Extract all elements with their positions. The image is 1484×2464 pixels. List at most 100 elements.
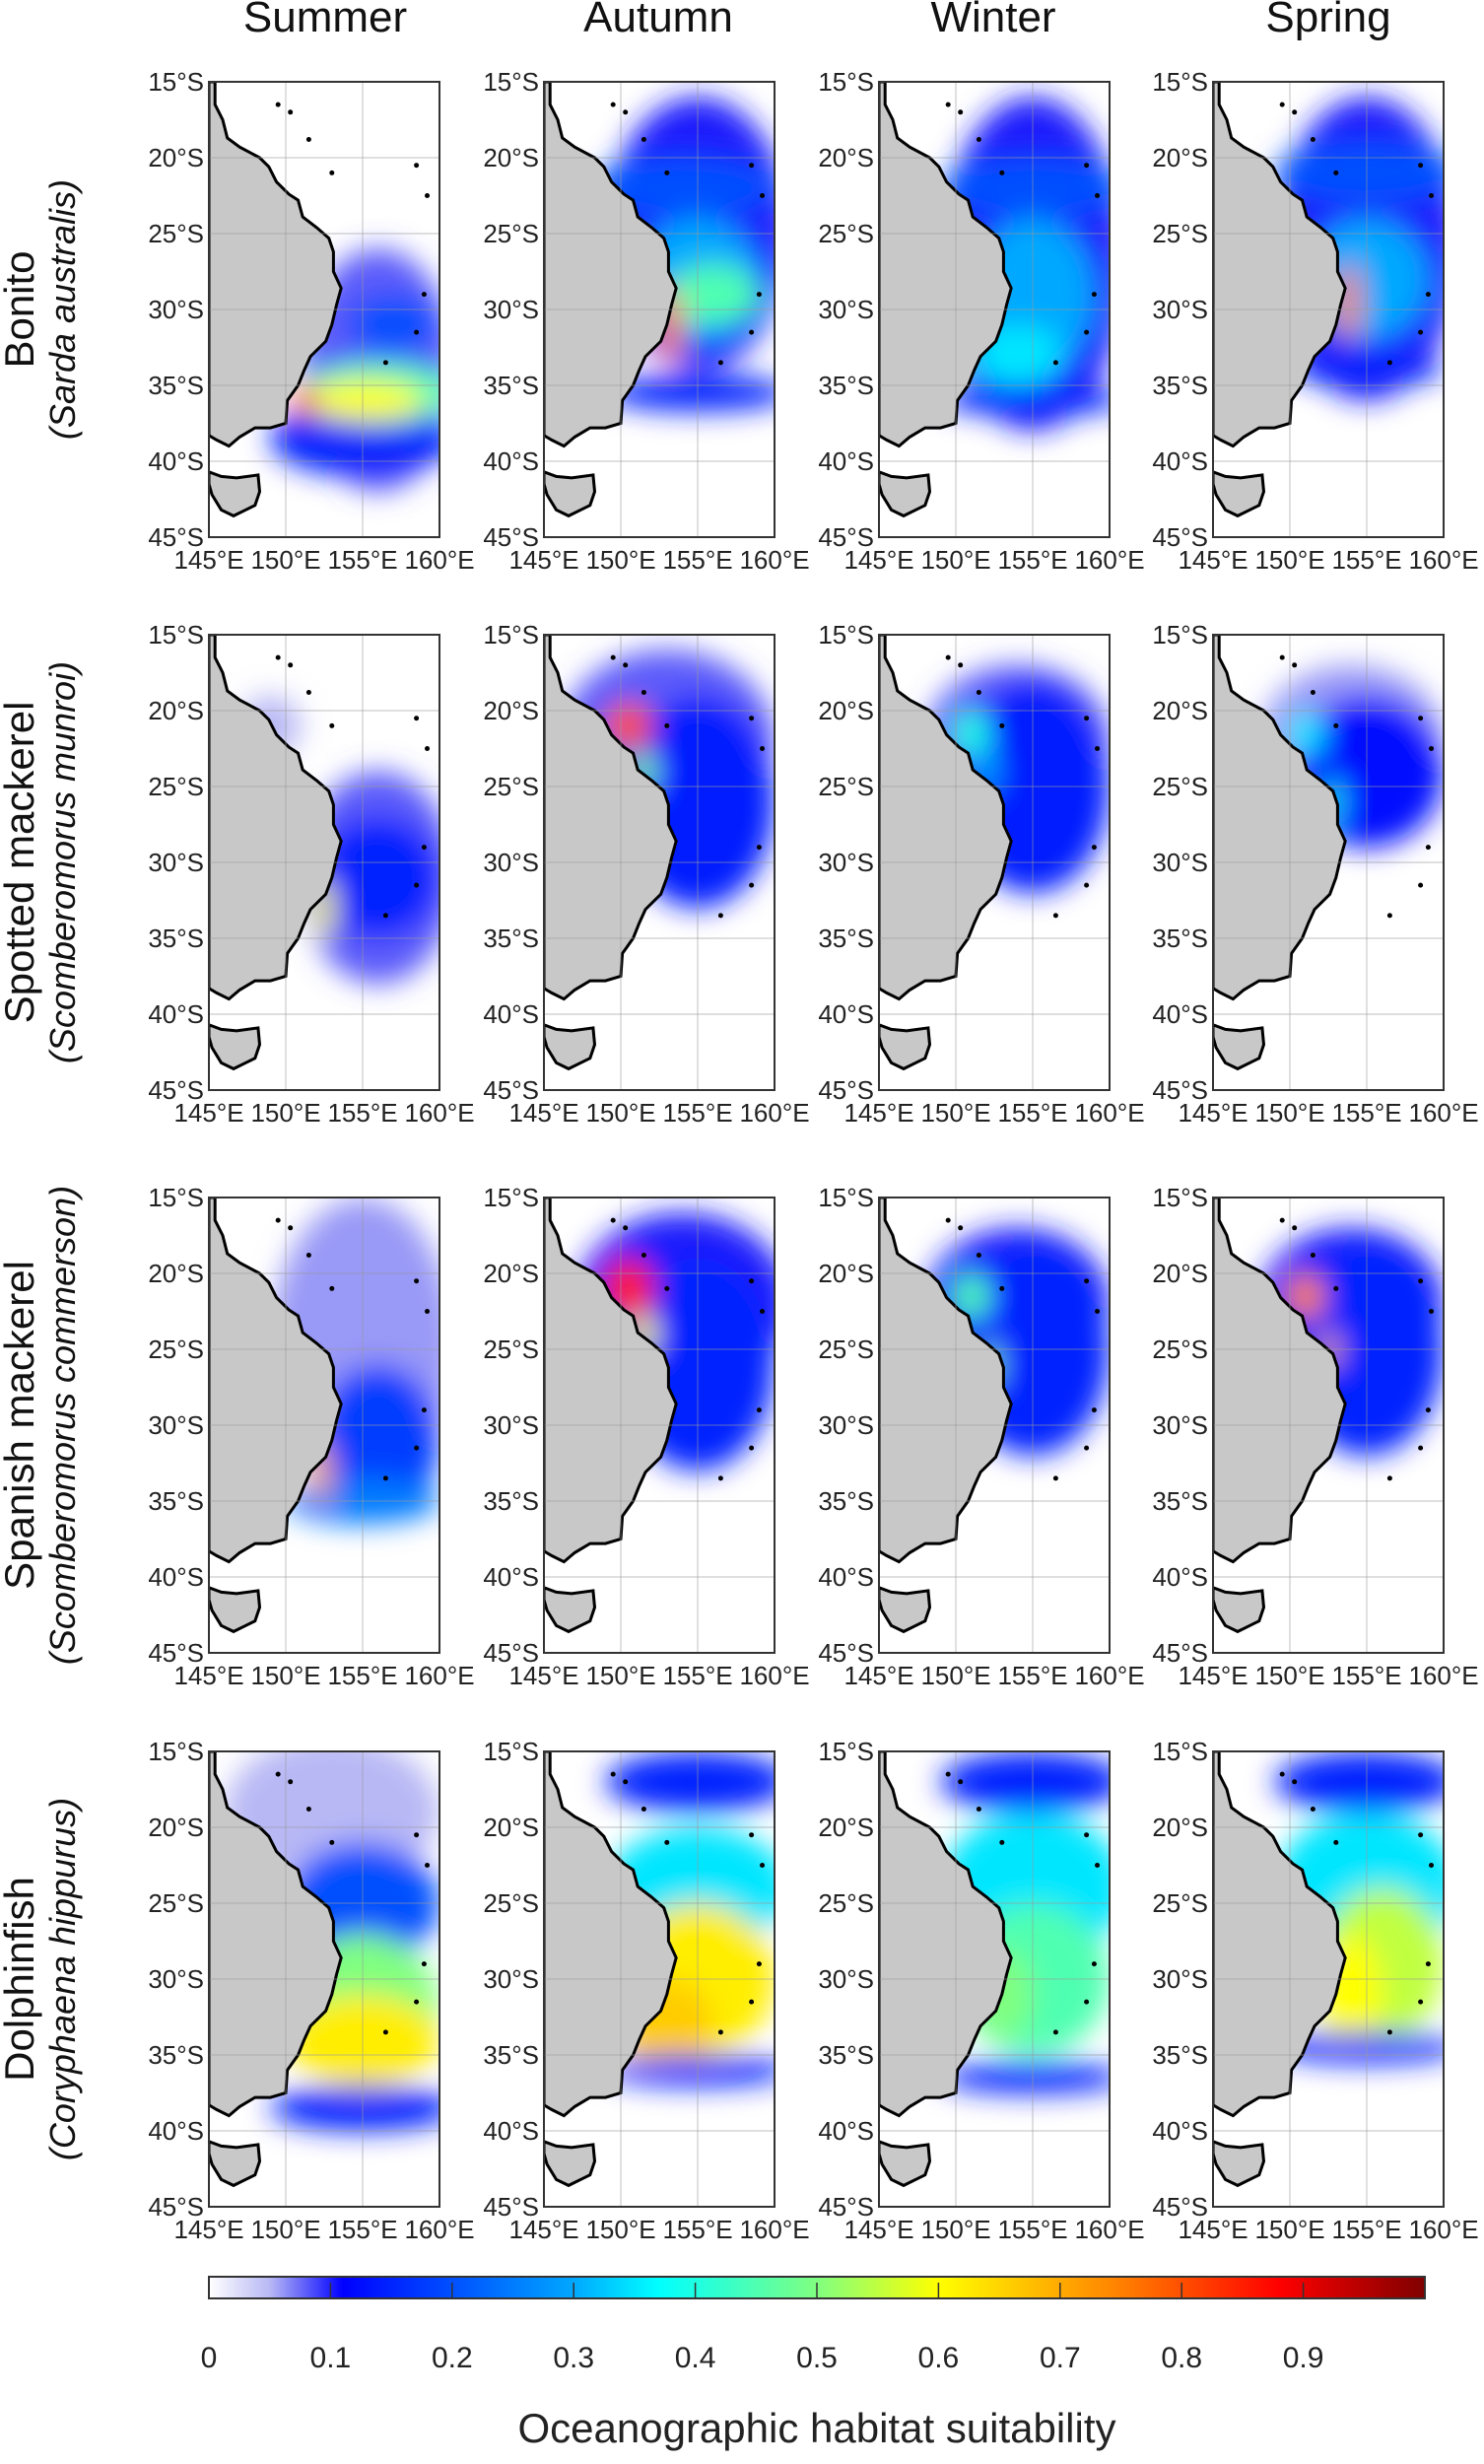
australia-landmass — [209, 635, 343, 1001]
lat-tick-label: 30°S — [1152, 1964, 1208, 1994]
lon-tick-label: 155°E — [662, 1661, 732, 1690]
map-frame — [208, 1197, 440, 1654]
lat-tick-label: 25°S — [148, 219, 204, 248]
lon-tick-label: 155°E — [662, 545, 732, 575]
australia-landmass — [879, 1198, 1013, 1564]
lat-tick-label: 20°S — [1152, 1813, 1208, 1842]
island-marker — [1091, 1407, 1097, 1413]
lat-tick-label: 40°S — [148, 999, 204, 1029]
island-marker — [717, 2029, 723, 2035]
island-marker — [1095, 1309, 1101, 1314]
island-marker — [945, 1217, 951, 1223]
australia-landmass — [1213, 1198, 1347, 1564]
lon-tick-label: 160°E — [1408, 1098, 1478, 1128]
island-marker — [1095, 193, 1101, 198]
island-marker — [414, 1445, 420, 1451]
lat-tick-label: 45°S — [483, 1638, 539, 1668]
island-marker — [1292, 109, 1298, 115]
lat-tick-label: 40°S — [818, 999, 874, 1029]
lat-tick-label: 15°S — [483, 67, 539, 97]
lat-tick-label: 25°S — [483, 1335, 539, 1364]
lat-tick-label: 35°S — [818, 2040, 874, 2070]
lat-tick-label: 35°S — [818, 371, 874, 400]
lat-tick-label: 30°S — [818, 848, 874, 877]
colorbar: 0 0.1 0.2 0.3 0.4 0.5 0.6 0.7 0.8 0.9 Oceanograph… — [201, 2276, 1426, 2451]
lon-tick-label: 150°E — [920, 545, 990, 575]
lat-tick-label: 40°S — [148, 1562, 204, 1592]
colorbar-tick-label: 0 — [201, 2342, 218, 2374]
lat-tick-label: 45°S — [1152, 1075, 1208, 1105]
suitability-hotspot — [605, 375, 775, 412]
lat-tick-label: 15°S — [483, 1183, 539, 1212]
island-marker — [749, 1999, 755, 2005]
species-common-spanish-mackerel: Spanish mackerel — [0, 1261, 42, 1590]
lat-tick-label: 30°S — [148, 295, 204, 324]
suitability-hotspot — [952, 1273, 990, 1320]
lat-tick-label: 20°S — [483, 143, 539, 172]
island-marker — [760, 1863, 766, 1868]
island-marker — [288, 109, 294, 115]
suitability-hotspot — [316, 816, 439, 939]
lon-tick-label: 145°E — [843, 2215, 913, 2244]
lat-tick-label: 25°S — [818, 772, 874, 801]
lat-tick-label: 30°S — [483, 848, 539, 877]
island-marker — [749, 1832, 755, 1838]
island-marker — [1091, 1961, 1097, 1967]
island-marker — [1084, 329, 1090, 335]
lat-tick-label: 30°S — [148, 1410, 204, 1440]
lon-tick-label: 160°E — [404, 1661, 474, 1690]
island-marker — [1418, 882, 1424, 888]
island-marker — [749, 1445, 755, 1451]
island-marker — [999, 1285, 1005, 1291]
lat-tick-label: 30°S — [483, 1410, 539, 1440]
island-marker — [421, 1407, 427, 1413]
tasmania-landmass — [544, 2140, 597, 2188]
island-marker — [664, 170, 670, 175]
island-marker — [1091, 845, 1097, 851]
colorbar-tick-label: 0.3 — [553, 2342, 594, 2374]
lat-tick-label: 40°S — [1152, 446, 1208, 476]
lat-tick-label: 40°S — [148, 2116, 204, 2146]
colorbar-tick-label: 0.6 — [918, 2342, 960, 2374]
island-marker — [976, 1807, 981, 1813]
australia-landmass — [209, 1198, 343, 1564]
map-frame — [1212, 634, 1445, 1091]
tasmania-landmass — [544, 470, 597, 518]
tasmania-landmass — [1213, 1586, 1266, 1634]
lon-tick-label: 150°E — [250, 1661, 320, 1690]
lat-tick-label: 35°S — [148, 924, 204, 953]
map-frame — [543, 1197, 776, 1654]
island-marker — [1418, 716, 1424, 721]
island-marker — [414, 1999, 420, 2005]
lat-tick-label: 25°S — [1152, 1335, 1208, 1364]
tasmania-landmass — [544, 1586, 597, 1634]
island-marker — [305, 690, 311, 696]
island-marker — [305, 1807, 311, 1813]
map-frame — [543, 634, 776, 1091]
island-marker — [664, 1839, 670, 1845]
island-marker — [425, 1309, 431, 1314]
tasmania-landmass — [209, 470, 262, 518]
lat-tick-label: 45°S — [818, 522, 874, 552]
lon-tick-label: 160°E — [1408, 545, 1478, 575]
lat-tick-label: 25°S — [148, 1888, 204, 1918]
lat-tick-label: 45°S — [1152, 2192, 1208, 2222]
lon-tick-label: 155°E — [997, 2215, 1067, 2244]
lat-tick-label: 35°S — [818, 924, 874, 953]
lon-tick-label: 150°E — [920, 2215, 990, 2244]
lon-tick-label: 150°E — [250, 545, 320, 575]
island-marker — [1310, 690, 1315, 696]
lon-tick-label: 150°E — [585, 1661, 655, 1690]
lon-tick-label: 160°E — [404, 545, 474, 575]
colorbar-tick-label: 0.1 — [310, 2342, 352, 2374]
tasmania-landmass — [1213, 470, 1266, 518]
island-marker — [664, 1285, 670, 1291]
tasmania-landmass — [1213, 2140, 1266, 2188]
island-marker — [1292, 662, 1298, 668]
tasmania-landmass — [879, 1586, 932, 1634]
